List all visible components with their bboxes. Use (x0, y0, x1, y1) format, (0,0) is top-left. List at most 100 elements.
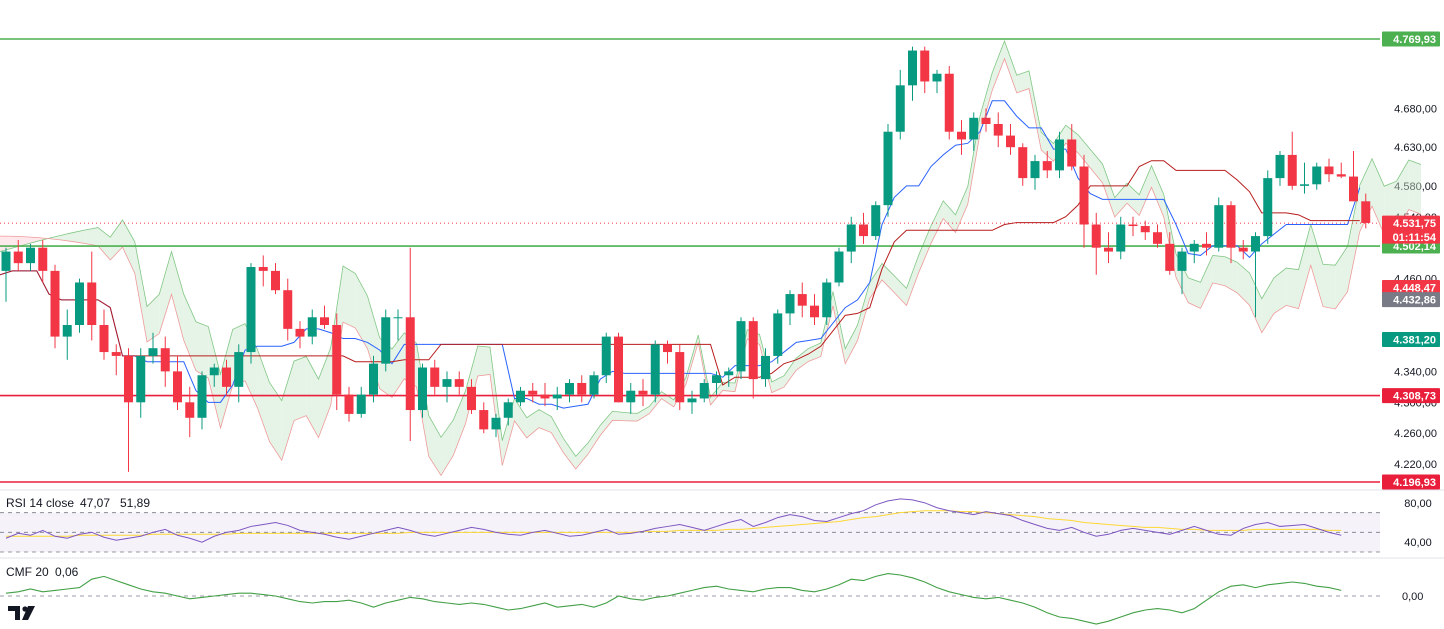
candle-down (124, 355, 133, 403)
rsi-legend-title: RSI 14 close (6, 496, 74, 510)
ichimoku-cloud-bull (563, 438, 576, 470)
ichimoku-cloud-bull (796, 348, 809, 371)
candle-up (1300, 184, 1309, 186)
ichimoku-cloud-bear (0, 236, 13, 252)
candle-up (883, 131, 893, 206)
ichimoku-cloud-bull (637, 406, 650, 422)
candle-down (271, 270, 280, 291)
candle-down (1018, 147, 1028, 179)
candle-down (185, 402, 195, 418)
candle-down (258, 267, 268, 271)
ichimoku-cloud-bull (869, 263, 882, 299)
ichimoku-cloud-bull (931, 200, 944, 244)
ichimoku-cloud-bull (649, 391, 662, 414)
candle-up (773, 313, 783, 356)
candle-down (87, 282, 97, 326)
price-axis-tick-label: 4.580,00 (1394, 181, 1437, 193)
candle-down (50, 270, 60, 337)
candle-down (614, 336, 623, 403)
candle-up (1, 251, 11, 271)
candle-down (1067, 139, 1077, 167)
ichimoku-cloud-bull (526, 409, 539, 438)
candle-up (393, 317, 403, 319)
rsi-line (5, 498, 1342, 543)
ichimoku-cloud-bull (1151, 165, 1164, 217)
ichimoku-cloud-bull (882, 263, 895, 293)
ichimoku-cloud-bull (490, 347, 503, 466)
candle-up (26, 247, 35, 264)
candle-down (454, 379, 464, 387)
ichimoku-cloud-bull (857, 282, 870, 341)
indicator-price-tag-label: 4.531,75 (1393, 218, 1436, 230)
candle-up (1177, 251, 1187, 271)
ichimoku-cloud-bull (159, 251, 172, 334)
ichimoku-cloud-bull (1102, 164, 1115, 218)
tradingview-logo-icon[interactable] (8, 603, 42, 623)
rsi-ma-line (6, 510, 1342, 537)
ichimoku-cloud-bull (1016, 70, 1029, 93)
candle-down (1349, 176, 1358, 202)
rsi-axis-tick-label: 80,00 (1404, 498, 1432, 510)
candle-up (381, 317, 391, 364)
ichimoku-cloud-bull (784, 358, 797, 388)
candle-down (1361, 201, 1371, 223)
candle-up (1055, 139, 1064, 171)
price-axis-tick-label: 4.260,00 (1394, 428, 1437, 440)
candle-up (1116, 224, 1126, 252)
candle-down (981, 117, 991, 124)
ichimoku-cloud-bull (514, 398, 527, 438)
candle-down (1153, 232, 1162, 244)
candle-down (173, 371, 182, 403)
candle-down (540, 394, 550, 399)
candle-up (650, 344, 660, 395)
ichimoku-cloud-bull (1323, 264, 1336, 309)
ichimoku-cloud-bull (1347, 185, 1360, 292)
candle-up (62, 325, 72, 337)
ichimoku-cloud-bull (85, 227, 98, 246)
candle-down (748, 321, 758, 380)
candle-down (479, 410, 489, 430)
candle-down (222, 367, 231, 387)
candle-up (761, 355, 770, 380)
candle-down (295, 328, 305, 337)
rsi-legend-value: 47,07 (80, 496, 110, 510)
candle-up (516, 390, 525, 403)
candle-down (957, 131, 966, 140)
candle-down (430, 367, 440, 387)
ichimoku-cloud-bull (1335, 246, 1348, 309)
indicator-price-tag-label: 4.381,20 (1393, 335, 1436, 347)
ichimoku-cloud-bull (1114, 183, 1127, 218)
price-axis-tick-label: 4.680,00 (1394, 104, 1437, 116)
ichimoku-cloud-bull (183, 294, 196, 371)
candle-down (1238, 247, 1248, 252)
ichimoku-cloud-bull (600, 411, 613, 436)
candle-up (895, 85, 905, 132)
candle-up (197, 375, 207, 418)
ichimoku-cloud-bull (539, 409, 552, 433)
candle-up (503, 402, 513, 418)
candle-up (1263, 178, 1273, 237)
ichimoku-cloud-bull (833, 291, 846, 364)
indicator-price-tag (1382, 280, 1440, 296)
candle-up (1030, 161, 1040, 179)
candle-up (969, 117, 979, 140)
candle-up (491, 417, 501, 430)
ichimoku-cloud-bull (1396, 160, 1409, 231)
ichimoku-cloud-bull (1139, 165, 1152, 216)
candle-down (1287, 154, 1297, 186)
candle-down (528, 390, 538, 395)
candle-down (944, 73, 954, 132)
price-axis-tick-label: 4.340,00 (1394, 366, 1437, 378)
ichimoku-cloud-bull (624, 412, 637, 422)
candle-up (552, 394, 562, 399)
ichimoku-cloud-bull (661, 391, 674, 407)
cmf-line (5, 573, 1342, 625)
candle-up (736, 321, 746, 372)
candle-down (38, 247, 48, 271)
cmf-legend-value: 0,06 (55, 565, 79, 579)
candle-up (234, 352, 244, 387)
candle-up (442, 379, 452, 387)
ichimoku-cloud-bull (98, 227, 111, 260)
ichimoku-cloud-bull (686, 335, 699, 385)
